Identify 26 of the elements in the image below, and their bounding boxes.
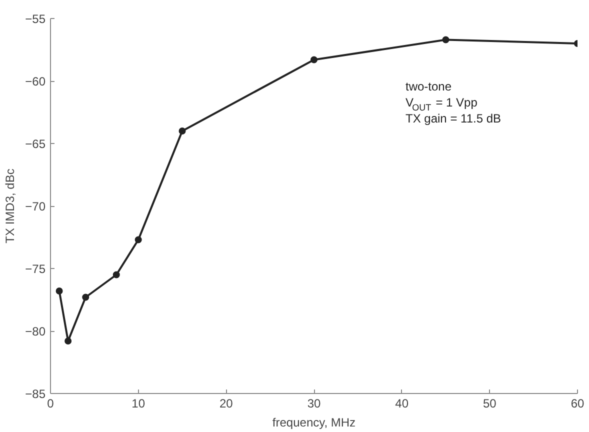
x-tick-label: 10 bbox=[132, 396, 146, 410]
y-tick-label: −80 bbox=[25, 324, 46, 338]
y-tick-label: −60 bbox=[25, 74, 46, 88]
point bbox=[64, 338, 72, 344]
annotation: TX gain = 11.5 dB bbox=[406, 112, 502, 126]
point bbox=[442, 36, 450, 44]
y-tick-label: −85 bbox=[25, 387, 46, 401]
x-tick-label: 40 bbox=[395, 396, 409, 410]
x-tick-label: 0 bbox=[47, 396, 54, 410]
x-tick-label: 50 bbox=[482, 396, 497, 410]
y-tick-label: −65 bbox=[25, 137, 46, 151]
point bbox=[112, 271, 120, 278]
point bbox=[310, 56, 318, 64]
x-tick-label: 30 bbox=[307, 396, 321, 410]
y-tick-label: −75 bbox=[25, 262, 46, 276]
point bbox=[82, 294, 90, 301]
y-tick-label: −55 bbox=[25, 12, 46, 26]
x-axis-title: frequency, MHz bbox=[272, 416, 356, 430]
y-axis-title: TX IMD3, dBc bbox=[3, 168, 18, 244]
annotation: two-tone bbox=[406, 80, 452, 94]
y-tick-label: −70 bbox=[25, 200, 46, 214]
x-tick-label: 20 bbox=[219, 396, 234, 410]
point bbox=[134, 236, 142, 244]
x-tick-label: 60 bbox=[570, 396, 584, 410]
point bbox=[178, 128, 186, 134]
point bbox=[56, 288, 63, 294]
